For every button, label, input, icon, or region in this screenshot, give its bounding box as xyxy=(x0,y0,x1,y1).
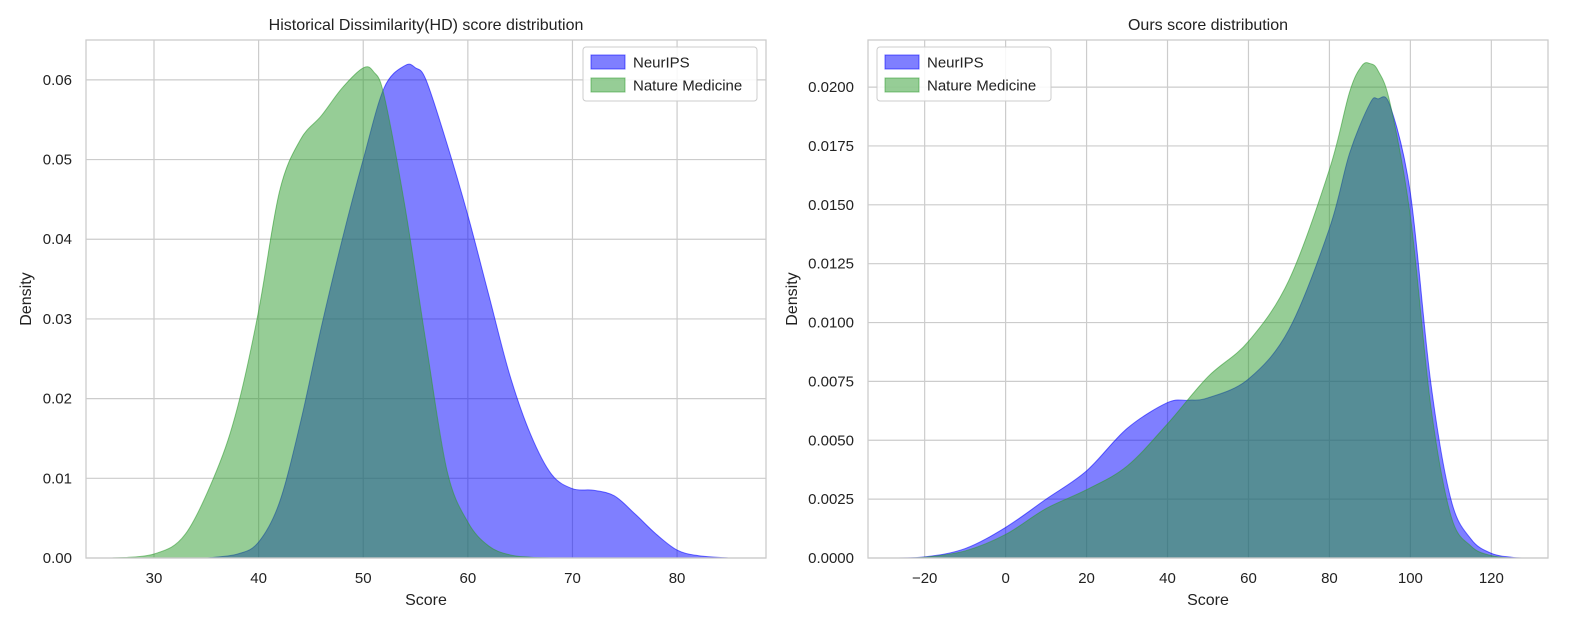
x-tick-label: 0 xyxy=(1001,570,1009,587)
y-tick-label: 0.05 xyxy=(43,152,72,169)
x-tick-label: 20 xyxy=(1078,570,1095,587)
y-tick-label: 0.04 xyxy=(43,231,72,248)
x-tick-label: 80 xyxy=(669,570,686,587)
chart-title: Ours score distribution xyxy=(1128,17,1288,34)
legend-box xyxy=(876,46,1052,102)
y-tick-label: 0.01 xyxy=(43,470,72,487)
x-tick-label: 100 xyxy=(1398,570,1423,587)
x-tick-label: 60 xyxy=(460,570,477,587)
y-tick-label: 0.0200 xyxy=(808,79,854,96)
legend: NeurIPS Nature Medicine xyxy=(876,46,1052,102)
plot-frame xyxy=(867,39,1549,559)
y-tick-label: 0.0150 xyxy=(808,197,854,214)
density-area-nature-medicine xyxy=(112,66,552,559)
y-tick-label: 0.0125 xyxy=(808,256,854,273)
y-tick-label: 0.0025 xyxy=(808,491,854,508)
legend-label: NeurIPS xyxy=(633,55,690,72)
y-tick-label: 0.0050 xyxy=(808,432,854,449)
x-tick-label: 70 xyxy=(564,570,581,587)
x-tick-label: 40 xyxy=(250,570,267,587)
x-tick-label: −20 xyxy=(912,570,937,587)
x-tick-label: 30 xyxy=(146,570,163,587)
legend-swatch xyxy=(884,77,920,93)
y-axis-label: Density xyxy=(784,272,801,325)
x-tick-label: 50 xyxy=(355,570,372,587)
y-tick-label: 0.00 xyxy=(43,550,72,567)
legend-swatch xyxy=(590,54,626,70)
y-tick-label: 0.03 xyxy=(43,311,72,328)
density-area-nature-medicine xyxy=(904,62,1512,559)
chart-title: Historical Dissimilarity(HD) score distr… xyxy=(269,17,584,34)
legend-label: Nature Medicine xyxy=(927,78,1036,95)
x-tick-label: 80 xyxy=(1321,570,1338,587)
legend-label: NeurIPS xyxy=(927,55,984,72)
legend-label: Nature Medicine xyxy=(633,78,742,95)
x-axis-label: Score xyxy=(405,592,447,609)
legend-swatch xyxy=(884,54,920,70)
y-tick-label: 0.0075 xyxy=(808,373,854,390)
x-axis-label: Score xyxy=(1187,592,1229,609)
x-tick-label: 40 xyxy=(1159,570,1176,587)
plot-frame xyxy=(85,39,767,559)
chart-panel-ours: −20 0 20 40 60 80 100 120 0.0000 0.0025 0.0050 0.00… xyxy=(784,17,1549,609)
legend-box xyxy=(582,46,758,102)
x-tick-label: 60 xyxy=(1240,570,1257,587)
legend: NeurIPS Nature Medicine xyxy=(582,46,758,102)
legend-swatch xyxy=(590,77,626,93)
y-axis-label: Density xyxy=(18,272,35,325)
chart-panel-hd: 30 40 50 60 70 80 0.00 0.01 0.02 0.03 0.04 0.05 0.06… xyxy=(18,17,767,609)
y-tick-label: 0.0100 xyxy=(808,315,854,332)
x-tick-label: 120 xyxy=(1479,570,1504,587)
y-tick-label: 0.02 xyxy=(43,391,72,408)
y-tick-label: 0.06 xyxy=(43,72,72,89)
y-tick-label: 0.0175 xyxy=(808,138,854,155)
y-tick-label: 0.0000 xyxy=(808,550,854,567)
